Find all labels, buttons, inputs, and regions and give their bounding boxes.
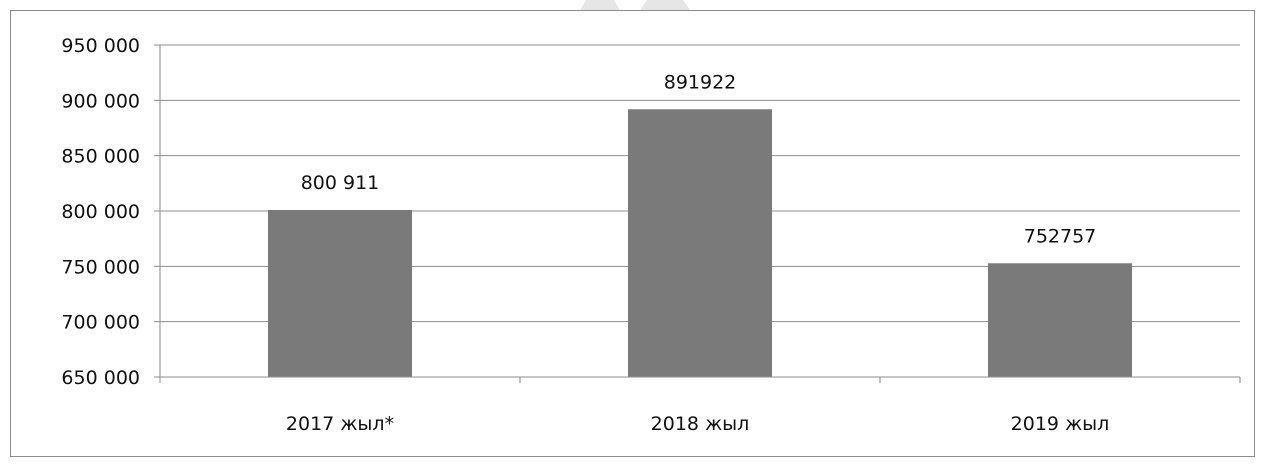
data-label: 800 911 [301, 172, 380, 194]
x-tick-label: 2019 жыл [1011, 413, 1110, 435]
x-axis: 2017 жыл* 2018 жыл 2019 жыл [159, 45, 1241, 435]
y-axis-tick-labels: 650 000 700 000 750 000 800 000 850 000 900 0… [61, 35, 140, 389]
x-tick-label: 2017 жыл* [286, 413, 394, 435]
bar [988, 263, 1132, 377]
watermark-logo [580, 0, 690, 10]
y-tick-label: 650 000 [61, 367, 140, 389]
bar [628, 109, 772, 378]
data-label: 752757 [1024, 225, 1097, 247]
data-labels: 800 911 891922 752757 [301, 71, 1097, 247]
y-tick-label: 850 000 [61, 146, 140, 168]
data-label: 891922 [664, 71, 737, 93]
y-tick-label: 900 000 [61, 90, 140, 112]
x-tick-label: 2018 жыл [651, 413, 750, 435]
bars [268, 109, 1132, 378]
y-tick-label: 800 000 [61, 201, 140, 223]
y-tick-label: 950 000 [61, 35, 140, 57]
y-tick-label: 750 000 [61, 256, 140, 278]
y-tick-label: 700 000 [61, 312, 140, 334]
bar [268, 209, 412, 377]
